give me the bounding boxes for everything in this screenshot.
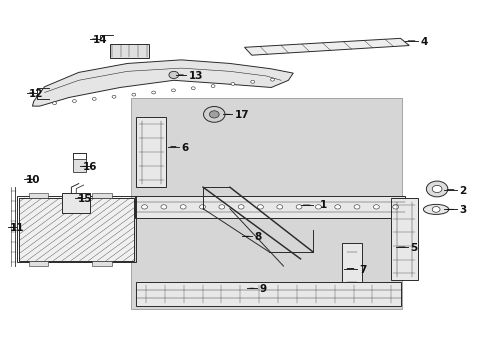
Circle shape <box>219 205 224 209</box>
Bar <box>131 98 401 309</box>
Text: 17: 17 <box>234 111 249 121</box>
Ellipse shape <box>423 204 448 215</box>
Bar <box>110 44 149 58</box>
Circle shape <box>276 205 282 209</box>
Text: 4: 4 <box>419 37 427 47</box>
Circle shape <box>151 91 155 94</box>
Circle shape <box>203 107 224 122</box>
Text: 12: 12 <box>29 89 43 99</box>
Circle shape <box>209 111 219 118</box>
Bar <box>19 198 134 261</box>
Bar <box>135 196 405 218</box>
Circle shape <box>373 205 379 209</box>
Text: 13: 13 <box>188 71 203 81</box>
Bar <box>136 117 166 187</box>
Bar <box>341 243 361 291</box>
Bar <box>390 198 417 280</box>
Text: 14: 14 <box>92 35 107 45</box>
Text: 3: 3 <box>458 206 466 216</box>
Text: 7: 7 <box>358 265 366 275</box>
Circle shape <box>72 100 76 103</box>
Circle shape <box>238 205 244 209</box>
Circle shape <box>392 205 398 209</box>
Text: 2: 2 <box>458 186 466 196</box>
Circle shape <box>132 93 136 96</box>
Circle shape <box>211 85 215 87</box>
Circle shape <box>315 205 321 209</box>
Circle shape <box>353 205 359 209</box>
Circle shape <box>53 102 57 105</box>
Circle shape <box>431 185 441 193</box>
Circle shape <box>112 95 116 98</box>
Bar <box>136 282 400 306</box>
Bar <box>73 159 86 172</box>
Text: 16: 16 <box>82 162 97 172</box>
Text: 8: 8 <box>254 232 261 242</box>
Circle shape <box>431 207 439 212</box>
Circle shape <box>257 205 263 209</box>
Circle shape <box>171 89 175 92</box>
Bar <box>29 261 48 266</box>
Bar <box>92 261 112 266</box>
Circle shape <box>426 181 447 197</box>
Bar <box>61 193 90 213</box>
Circle shape <box>296 205 302 209</box>
Text: 15: 15 <box>78 194 92 204</box>
Bar <box>17 196 136 262</box>
Circle shape <box>168 71 178 78</box>
Circle shape <box>92 98 96 100</box>
Polygon shape <box>244 39 408 55</box>
Circle shape <box>270 78 274 81</box>
Circle shape <box>230 82 234 85</box>
Text: 9: 9 <box>259 284 265 294</box>
Text: 11: 11 <box>9 224 24 233</box>
Bar <box>29 193 48 198</box>
Circle shape <box>161 205 166 209</box>
Circle shape <box>250 80 254 83</box>
Text: 1: 1 <box>320 200 326 210</box>
Bar <box>209 109 219 120</box>
Text: 5: 5 <box>409 243 417 253</box>
Circle shape <box>180 205 186 209</box>
Text: 6: 6 <box>181 143 188 153</box>
Text: 10: 10 <box>26 175 41 185</box>
Circle shape <box>191 87 195 90</box>
Bar <box>92 193 112 198</box>
Circle shape <box>142 205 147 209</box>
Circle shape <box>334 205 340 209</box>
Circle shape <box>199 205 205 209</box>
Polygon shape <box>32 60 293 106</box>
